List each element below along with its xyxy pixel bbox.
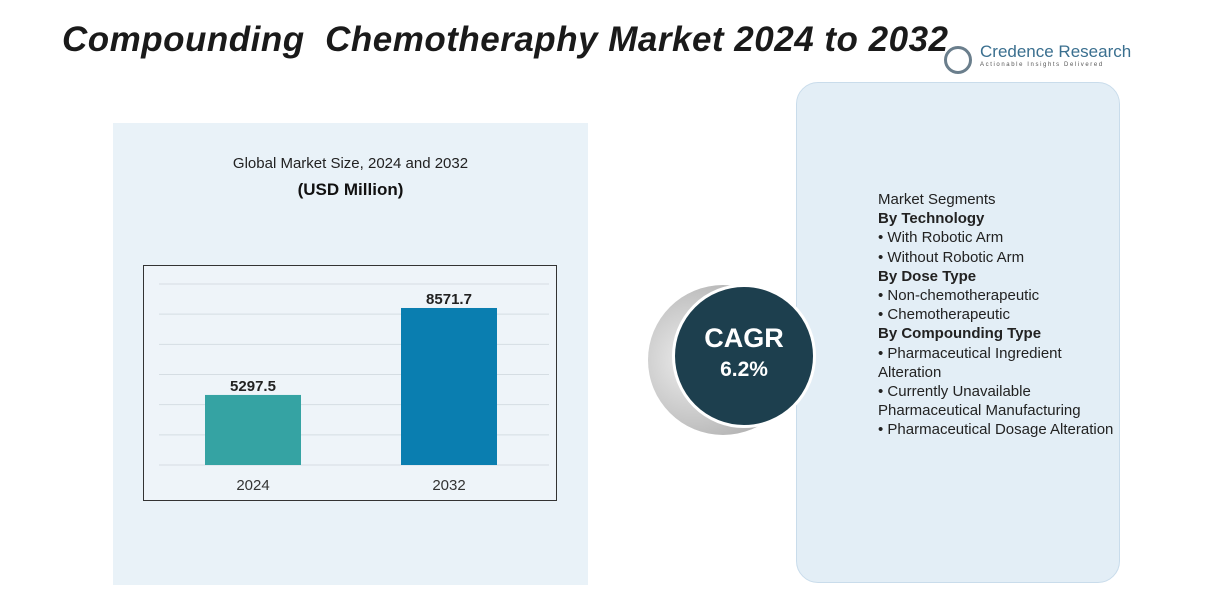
- segment-item-label: Currently Unavailable Pharmaceutical Man…: [878, 383, 1081, 420]
- bullet-icon: •: [878, 421, 888, 439]
- logo-name: Credence Research: [980, 42, 1132, 61]
- cagr-badge: CAGR 6.2%: [672, 284, 816, 428]
- logo-icon: [944, 46, 972, 74]
- segment-item-label: Non-chemotherapeutic: [887, 287, 1040, 305]
- bar-2032: [401, 307, 497, 465]
- chart-svg: 5297.5 2024 8571.7 2032: [159, 283, 549, 494]
- segment-item: • Without Robotic Arm: [878, 248, 1118, 267]
- bullet-icon: •: [878, 383, 888, 401]
- x-tick-label: 2024: [236, 477, 269, 494]
- segment-group-title: By Compounding Type: [878, 325, 1042, 343]
- segments-list: Market Segments By Technology • With Robo…: [878, 190, 1118, 440]
- segment-item: • Non-chemotherapeutic: [878, 286, 1118, 305]
- segment-item: • Currently Unavailable Pharmaceutical M…: [878, 382, 1118, 420]
- bullet-icon: •: [878, 248, 888, 266]
- bar-2024: [205, 394, 301, 465]
- segment-item: • Pharmaceutical Ingredient Alteration: [878, 344, 1118, 382]
- bullet-icon: •: [878, 287, 888, 305]
- bullet-icon: •: [878, 229, 888, 247]
- segment-item-label: Without Robotic Arm: [887, 248, 1025, 266]
- data-label: 5297.5: [230, 378, 276, 395]
- segment-item-label: With Robotic Arm: [887, 229, 1004, 247]
- page-title: Compounding Chemotheraphy Market 2024 to…: [62, 20, 949, 59]
- chart-subtitle: (USD Million): [297, 180, 404, 199]
- credence-research-logo: Credence Research Actionable Insights De…: [942, 42, 1132, 76]
- chart-title: Global Market Size, 2024 and 2032: [232, 155, 469, 172]
- cagr-value: 6.2%: [720, 358, 768, 381]
- segment-group-title: By Dose Type: [878, 267, 977, 285]
- bullet-icon: •: [878, 344, 888, 362]
- segment-group-title: By Technology: [878, 210, 985, 228]
- cagr-label: CAGR: [704, 323, 784, 353]
- bar-chart: 5297.5 2024 8571.7 2032: [143, 265, 557, 501]
- segment-item-label: Pharmaceutical Dosage Alteration: [887, 421, 1114, 439]
- segment-item-label: Pharmaceutical Ingredient Alteration: [878, 344, 1062, 381]
- logo-tagline: Actionable Insights Delivered: [980, 62, 1104, 68]
- x-tick-label: 2032: [432, 477, 465, 494]
- segments-heading: Market Segments: [878, 191, 996, 208]
- segment-item: • Chemotherapeutic: [878, 305, 1118, 324]
- segment-item-label: Chemotherapeutic: [887, 306, 1010, 324]
- segment-item: • With Robotic Arm: [878, 228, 1118, 247]
- data-label: 8571.7: [426, 291, 472, 308]
- segments-panel: [796, 82, 1120, 583]
- segment-item: • Pharmaceutical Dosage Alteration: [878, 420, 1118, 439]
- bullet-icon: •: [878, 306, 888, 324]
